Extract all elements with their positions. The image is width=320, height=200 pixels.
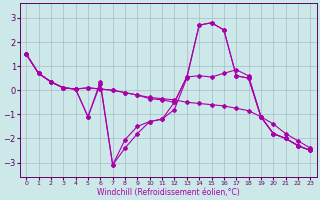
X-axis label: Windchill (Refroidissement éolien,°C): Windchill (Refroidissement éolien,°C)	[97, 188, 240, 197]
